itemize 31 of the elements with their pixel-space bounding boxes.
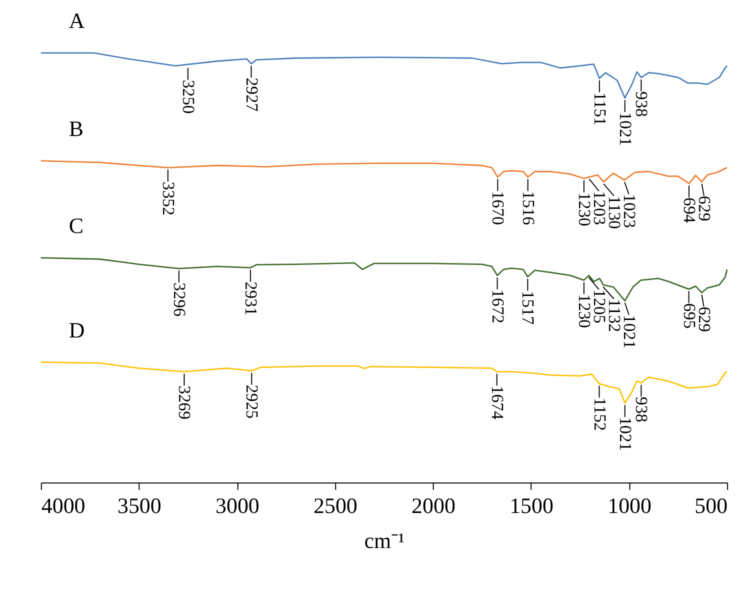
annotation: 1021 bbox=[616, 112, 635, 146]
x-tick-label: 4000 bbox=[41, 492, 86, 518]
annotation: 2931 bbox=[241, 282, 260, 316]
annotation: 938 bbox=[632, 91, 652, 117]
annotation: 1151 bbox=[590, 92, 610, 126]
annotation: 1517 bbox=[518, 290, 538, 325]
annotation: 1021 bbox=[616, 416, 635, 451]
annotation: 2925 bbox=[242, 384, 262, 419]
annotation: 1674 bbox=[488, 386, 507, 420]
annotation: 938 bbox=[632, 396, 652, 422]
series-label: C bbox=[68, 212, 84, 238]
x-tick-label: 3000 bbox=[216, 492, 260, 518]
annotation: 3352 bbox=[158, 182, 178, 216]
x-tick-label: 2000 bbox=[412, 492, 456, 518]
series-label: A bbox=[68, 8, 85, 34]
x-tick-label: 500 bbox=[694, 492, 728, 518]
annotation: 3296 bbox=[170, 282, 189, 316]
annotation: 3269 bbox=[175, 386, 194, 420]
annotation: 3250 bbox=[178, 80, 198, 114]
annotation: 1670 bbox=[488, 191, 508, 225]
x-tick-label: 1000 bbox=[608, 492, 652, 518]
x-tick-label: 1500 bbox=[510, 492, 554, 518]
series-label: B bbox=[68, 116, 84, 141]
x-tick-label: 2500 bbox=[314, 492, 358, 518]
annotation: 2927 bbox=[242, 78, 262, 112]
annotation: 1152 bbox=[590, 398, 610, 431]
x-axis-title: cm⁻¹ bbox=[364, 528, 405, 553]
annotation: 1672 bbox=[488, 289, 508, 324]
annotation: 1516 bbox=[518, 191, 538, 225]
series-label: D bbox=[68, 317, 85, 342]
x-tick-label: 3500 bbox=[117, 492, 162, 518]
